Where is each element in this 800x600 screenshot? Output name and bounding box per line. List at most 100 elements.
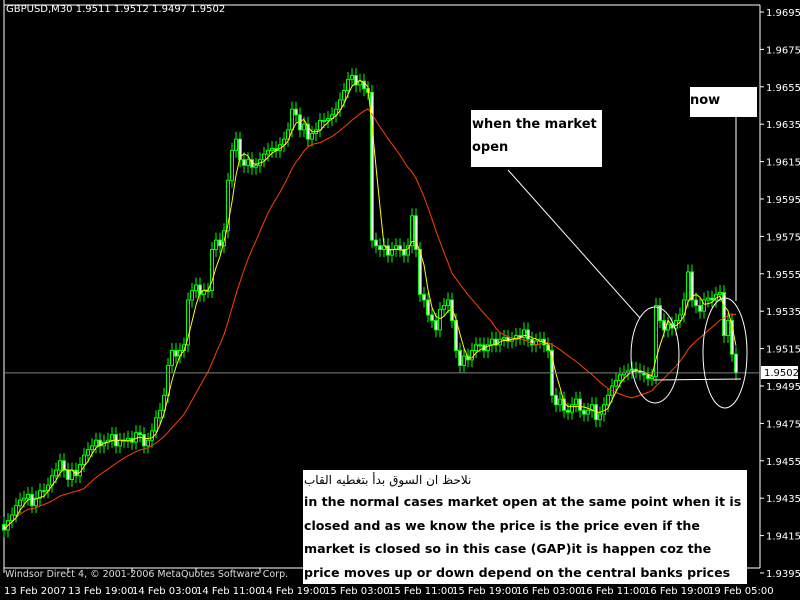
candle-body <box>362 80 366 90</box>
candle-body <box>722 292 726 337</box>
candle-body <box>270 148 274 151</box>
candle-body <box>174 349 178 357</box>
candle-body <box>434 320 438 331</box>
candle-body <box>158 409 162 419</box>
note-line: open <box>472 140 509 155</box>
candle-body <box>554 394 558 406</box>
time-tick-label: 16 Feb 11:00 <box>580 586 646 597</box>
candle-body <box>690 271 694 301</box>
candle-body <box>150 430 154 441</box>
candle-body <box>14 505 18 516</box>
candle-body <box>266 149 270 155</box>
candle-body <box>326 118 330 121</box>
candle-body <box>522 329 526 338</box>
candle-body <box>198 284 202 295</box>
price-tick-label: 1.9435 <box>766 494 800 505</box>
price-tick-label: 1.9695 <box>766 8 800 19</box>
candle-body <box>318 119 322 131</box>
ellipse-now[interactable] <box>702 297 748 409</box>
pointer-line-open <box>507 169 641 319</box>
candle-body <box>290 108 294 131</box>
candle-body <box>206 290 210 293</box>
candle-body <box>414 215 418 250</box>
candle-body <box>386 245 390 256</box>
candle-body <box>602 404 606 415</box>
candle-body <box>154 417 158 432</box>
note-explanation[interactable]: نلاحظ ان السوق بدأ بتغطيه القاب in the n… <box>303 470 747 584</box>
candle-body <box>458 349 462 366</box>
candle-body <box>298 114 302 131</box>
candle-body <box>530 338 534 346</box>
candle-body <box>10 514 14 522</box>
price-tick-label: 1.9595 <box>766 195 800 206</box>
candle-body <box>654 305 658 378</box>
candle-body <box>246 159 250 166</box>
candle-body <box>66 469 70 480</box>
candle-body <box>698 305 702 312</box>
candle-body <box>302 123 306 131</box>
candle-body <box>618 374 622 381</box>
candle-body <box>526 329 530 340</box>
candle-body <box>686 271 690 301</box>
chart-title: GBPUSD,M30 1.9511 1.9512 1.9497 1.9502 <box>6 4 226 15</box>
candle-body <box>338 99 342 110</box>
candle-body <box>422 293 426 301</box>
ellipse-market-open[interactable] <box>630 306 680 404</box>
candle-body <box>170 349 174 366</box>
note-when-market-open[interactable]: when the market open <box>471 110 602 167</box>
candle-body <box>162 394 166 411</box>
candle-body <box>426 299 430 316</box>
candle-body <box>398 245 402 250</box>
candle-body <box>646 374 650 380</box>
time-tick-label: 14 Feb 19:00 <box>260 586 326 597</box>
candle-body <box>210 248 214 292</box>
candle-body <box>650 376 654 380</box>
candle-body <box>22 497 26 501</box>
candle-body <box>350 75 354 80</box>
candle-body <box>234 138 238 151</box>
explanation-text: in the normal cases market open at the s… <box>304 494 742 580</box>
candle-body <box>238 138 242 161</box>
time-tick-label: 15 Feb 11:00 <box>388 586 454 597</box>
candle-body <box>502 336 506 340</box>
candle-body <box>346 78 350 92</box>
candle-body <box>586 409 590 415</box>
candle-body <box>86 449 90 456</box>
candle-body <box>134 432 138 443</box>
candle-body <box>726 320 730 337</box>
time-tick-label: 14 Feb 11:00 <box>196 586 262 597</box>
candle-body <box>90 445 94 451</box>
time-tick-label: 13 Feb 19:00 <box>68 586 134 597</box>
candle-body <box>694 299 698 307</box>
time-tick-label: 16 Feb 03:00 <box>516 586 582 597</box>
note-now[interactable]: now <box>690 87 757 117</box>
candle-body <box>438 308 442 331</box>
candle-body <box>370 91 374 241</box>
candle-body <box>286 129 290 140</box>
candle-body <box>334 108 338 116</box>
copyright-text: Windsor Direct 4, © 2001-2006 MetaQuotes… <box>5 569 289 580</box>
price-tick-label: 1.9675 <box>766 45 800 56</box>
price-tick-label: 1.9655 <box>766 83 800 94</box>
candle-body <box>710 297 714 301</box>
slow-moving-average-line <box>3 108 737 531</box>
candle-body <box>58 460 62 471</box>
price-tick-label: 1.9455 <box>766 457 800 468</box>
candle-body <box>462 355 466 366</box>
candle-body <box>442 305 446 310</box>
time-tick-label: 19 Feb 05:00 <box>708 586 774 597</box>
candle-body <box>342 90 346 101</box>
time-tick-label: 15 Feb 19:00 <box>452 586 518 597</box>
candle-body <box>606 394 610 406</box>
candle-body <box>446 299 450 307</box>
candle-body <box>410 215 414 247</box>
candle-body <box>54 469 58 477</box>
candle-body <box>478 344 482 347</box>
candle-body <box>230 149 234 181</box>
candle-body <box>294 108 298 116</box>
candle-body <box>190 290 194 301</box>
candle-body <box>734 353 738 374</box>
price-tick-label: 1.9555 <box>766 270 800 281</box>
